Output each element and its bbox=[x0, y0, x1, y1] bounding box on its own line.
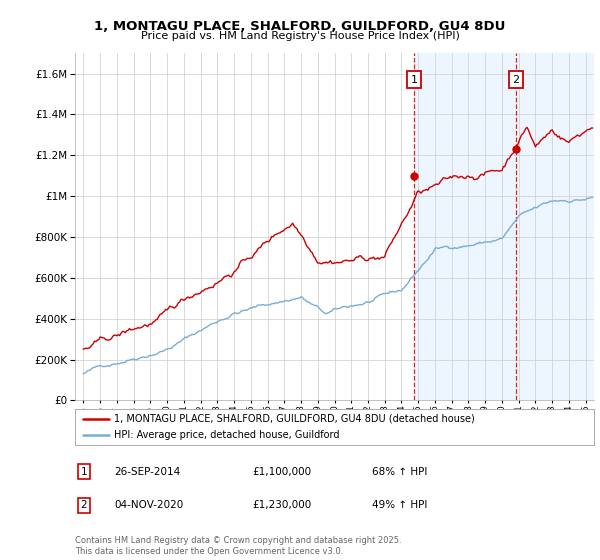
Text: 49% ↑ HPI: 49% ↑ HPI bbox=[372, 500, 427, 510]
Text: HPI: Average price, detached house, Guildford: HPI: Average price, detached house, Guil… bbox=[114, 431, 340, 440]
Text: Price paid vs. HM Land Registry's House Price Index (HPI): Price paid vs. HM Land Registry's House … bbox=[140, 31, 460, 41]
Text: £1,230,000: £1,230,000 bbox=[252, 500, 311, 510]
Text: 1: 1 bbox=[410, 74, 418, 85]
Bar bbox=[414, 53, 594, 400]
Text: 68% ↑ HPI: 68% ↑ HPI bbox=[372, 466, 427, 477]
Text: 1: 1 bbox=[80, 466, 88, 477]
Text: 2: 2 bbox=[80, 500, 88, 510]
Text: 1, MONTAGU PLACE, SHALFORD, GUILDFORD, GU4 8DU (detached house): 1, MONTAGU PLACE, SHALFORD, GUILDFORD, G… bbox=[114, 414, 475, 423]
Text: 26-SEP-2014: 26-SEP-2014 bbox=[114, 466, 180, 477]
Text: 1, MONTAGU PLACE, SHALFORD, GUILDFORD, GU4 8DU: 1, MONTAGU PLACE, SHALFORD, GUILDFORD, G… bbox=[94, 20, 506, 32]
Text: Contains HM Land Registry data © Crown copyright and database right 2025.
This d: Contains HM Land Registry data © Crown c… bbox=[75, 536, 401, 556]
Text: 2: 2 bbox=[512, 74, 520, 85]
Text: 04-NOV-2020: 04-NOV-2020 bbox=[114, 500, 183, 510]
Text: £1,100,000: £1,100,000 bbox=[252, 466, 311, 477]
